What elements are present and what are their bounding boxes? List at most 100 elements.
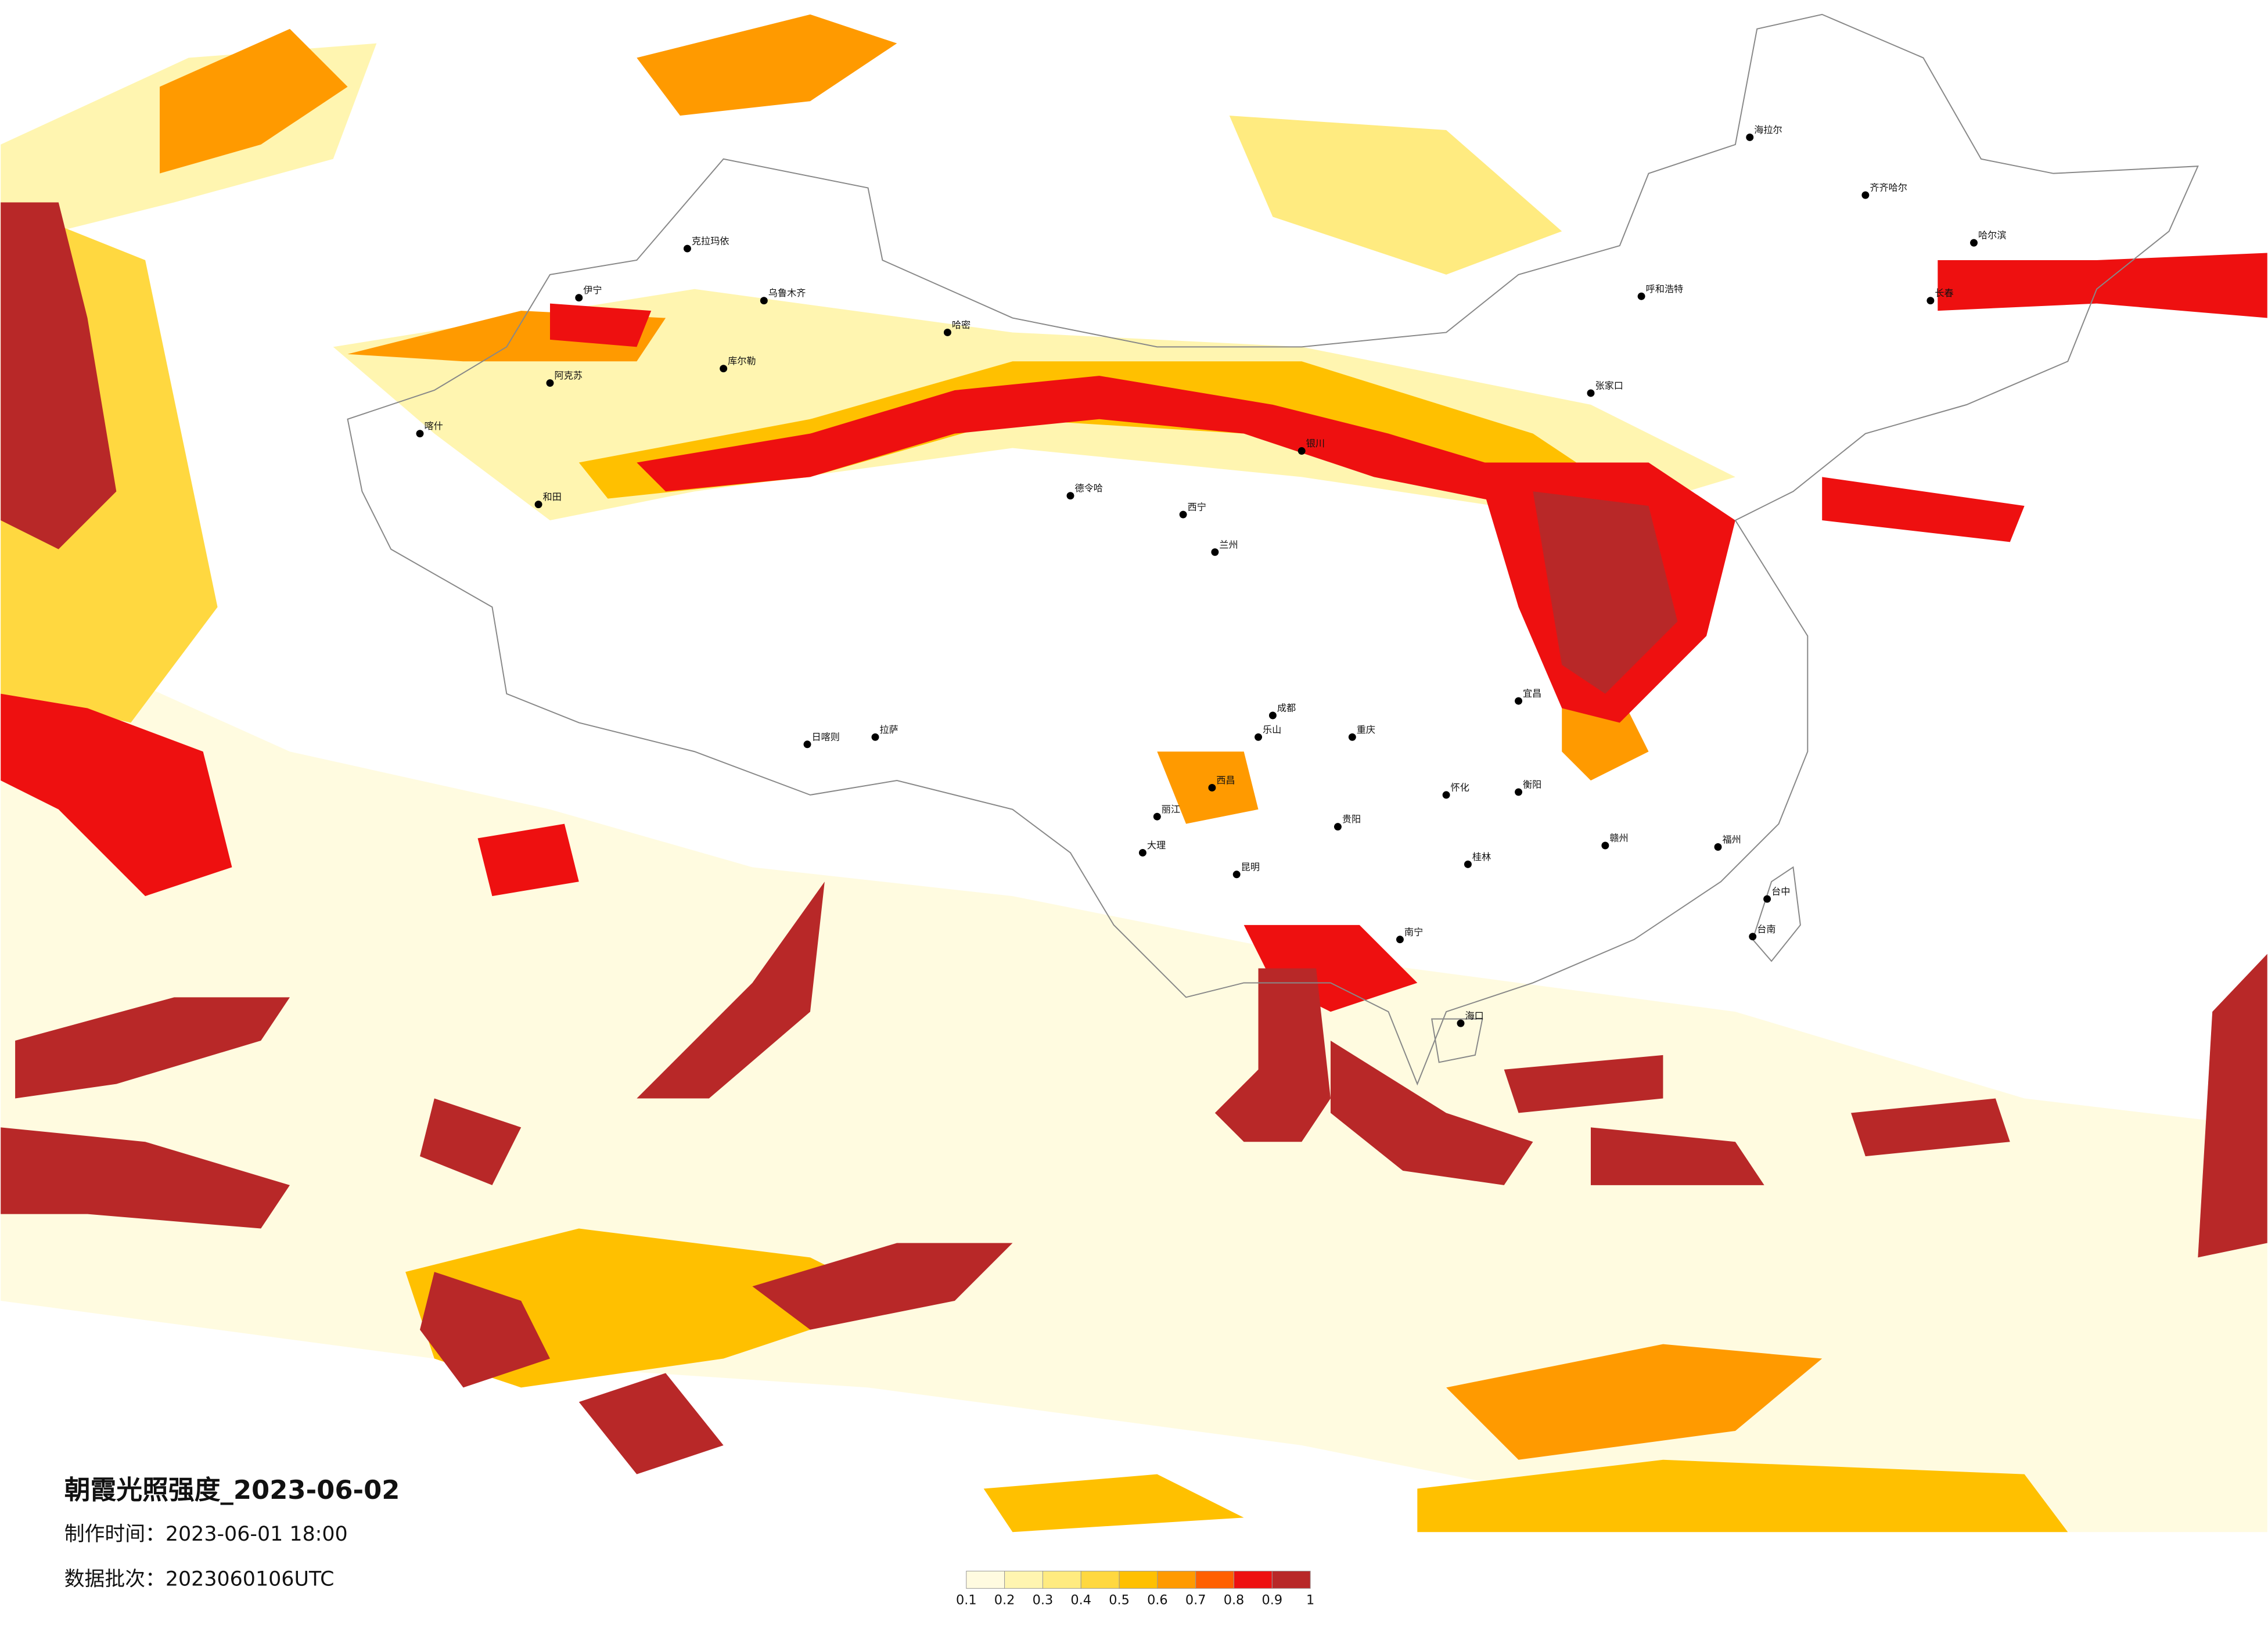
city-label: 兰州 — [1219, 539, 1238, 550]
field-patch — [15, 997, 290, 1099]
field-patch — [1, 693, 232, 897]
field-patch — [419, 1098, 522, 1185]
city-dot — [1637, 292, 1645, 300]
city-label: 哈尔滨 — [1978, 230, 2006, 241]
field-patch — [637, 882, 825, 1099]
legend-label: 0.2 — [994, 1593, 1015, 1608]
city-dot — [1746, 133, 1754, 141]
city-dot — [1297, 447, 1306, 455]
city-label: 西昌 — [1216, 775, 1235, 786]
city-dot — [1153, 812, 1161, 821]
city-dot — [1926, 297, 1935, 305]
legend-swatch — [1119, 1570, 1158, 1589]
city-dot — [1587, 389, 1595, 397]
city-label: 海拉尔 — [1754, 124, 1782, 135]
city-label: 西宁 — [1188, 502, 1206, 513]
city-label: 拉萨 — [879, 724, 898, 735]
city-dot — [575, 294, 583, 302]
legend-swatch — [1234, 1570, 1273, 1589]
city-dot — [1211, 548, 1219, 556]
city-dot — [871, 733, 879, 741]
city-label: 伊宁 — [583, 285, 602, 296]
city-label: 大理 — [1147, 840, 1166, 851]
field-patch — [159, 28, 348, 174]
city-dot — [1066, 492, 1074, 500]
city-label: 福州 — [1722, 834, 1741, 845]
field-patch — [983, 1474, 1244, 1533]
city-label: 赣州 — [1609, 833, 1628, 844]
island-border — [1752, 866, 1801, 962]
city-label: 南宁 — [1404, 926, 1423, 937]
city-dot — [943, 328, 951, 336]
city-dot — [546, 379, 554, 387]
city-dot — [1255, 733, 1263, 741]
city-label: 乌鲁木齐 — [768, 287, 806, 298]
city-label: 宜昌 — [1523, 688, 1541, 699]
field-patch — [1, 202, 117, 549]
city-label: 衡阳 — [1523, 779, 1541, 790]
city-label: 阿克苏 — [554, 370, 582, 381]
field-patch — [752, 1243, 1013, 1330]
legend-label: 1 — [1306, 1593, 1314, 1608]
city-dot — [1268, 711, 1277, 720]
city-label: 海口 — [1465, 1010, 1483, 1021]
field-patch — [477, 823, 579, 897]
field-patch — [2198, 954, 2267, 1258]
legend-label: 0.4 — [1070, 1593, 1091, 1608]
batch: 数据批次：2023060106UTC — [64, 1567, 335, 1591]
city-label: 成都 — [1277, 703, 1296, 714]
intensity-field — [1, 14, 2267, 1533]
city-dot — [1861, 191, 1870, 199]
legend-label: 0.7 — [1185, 1593, 1206, 1608]
city-dot — [1232, 870, 1241, 879]
city-dot — [720, 365, 728, 373]
city-label: 齐齐哈尔 — [1870, 182, 1907, 193]
legend-swatch — [1195, 1570, 1235, 1589]
legend: 0.1 0.2 0.3 0.4 0.5 0.6 0.7 0.8 0.9 1 — [956, 1570, 1314, 1608]
field-patch — [1590, 1127, 1764, 1185]
city-dot — [1442, 791, 1450, 799]
city-label: 哈密 — [952, 319, 971, 330]
legend-swatch — [966, 1570, 1005, 1589]
field-patch — [1330, 1041, 1533, 1185]
legend-label: 0.1 — [956, 1593, 977, 1608]
field-patch — [1, 1127, 290, 1229]
legend-label: 0.5 — [1109, 1593, 1130, 1608]
city-dot — [1457, 1019, 1465, 1027]
city-label: 台中 — [1771, 886, 1790, 897]
city-dot — [1970, 239, 1978, 247]
city-label: 和田 — [543, 491, 562, 502]
field-patch — [637, 376, 1533, 506]
city-dot — [803, 740, 811, 749]
city-label: 德令哈 — [1074, 483, 1102, 494]
city-dot — [1464, 860, 1472, 868]
legend-swatch — [1004, 1570, 1043, 1589]
field-patch — [1446, 1344, 1823, 1460]
field-patch — [637, 14, 897, 116]
city-label: 银川 — [1306, 438, 1325, 449]
city-dot — [1714, 843, 1722, 851]
legend-label: 0.6 — [1147, 1593, 1168, 1608]
city-label: 重庆 — [1357, 724, 1375, 735]
legend-swatch — [1042, 1570, 1081, 1589]
field-patch — [1417, 1459, 2068, 1533]
legend-label: 0.3 — [1033, 1593, 1054, 1608]
legend-label: 0.9 — [1262, 1593, 1283, 1608]
city-label: 喀什 — [424, 420, 443, 431]
city-dot — [683, 244, 691, 253]
city-label: 贵阳 — [1342, 814, 1361, 825]
city-dot — [534, 501, 542, 509]
field-patch — [419, 1272, 550, 1388]
city-dot — [1763, 895, 1771, 903]
city-label: 台南 — [1757, 923, 1775, 934]
legend-swatch — [1271, 1570, 1311, 1589]
field-patch — [1214, 968, 1331, 1142]
map-title: 朝霞光照强度_2023-06-02 — [64, 1474, 400, 1505]
city-dot — [1749, 933, 1757, 941]
city-dot — [1515, 788, 1523, 796]
legend-label: 0.8 — [1224, 1593, 1245, 1608]
city-dot — [1179, 510, 1187, 519]
